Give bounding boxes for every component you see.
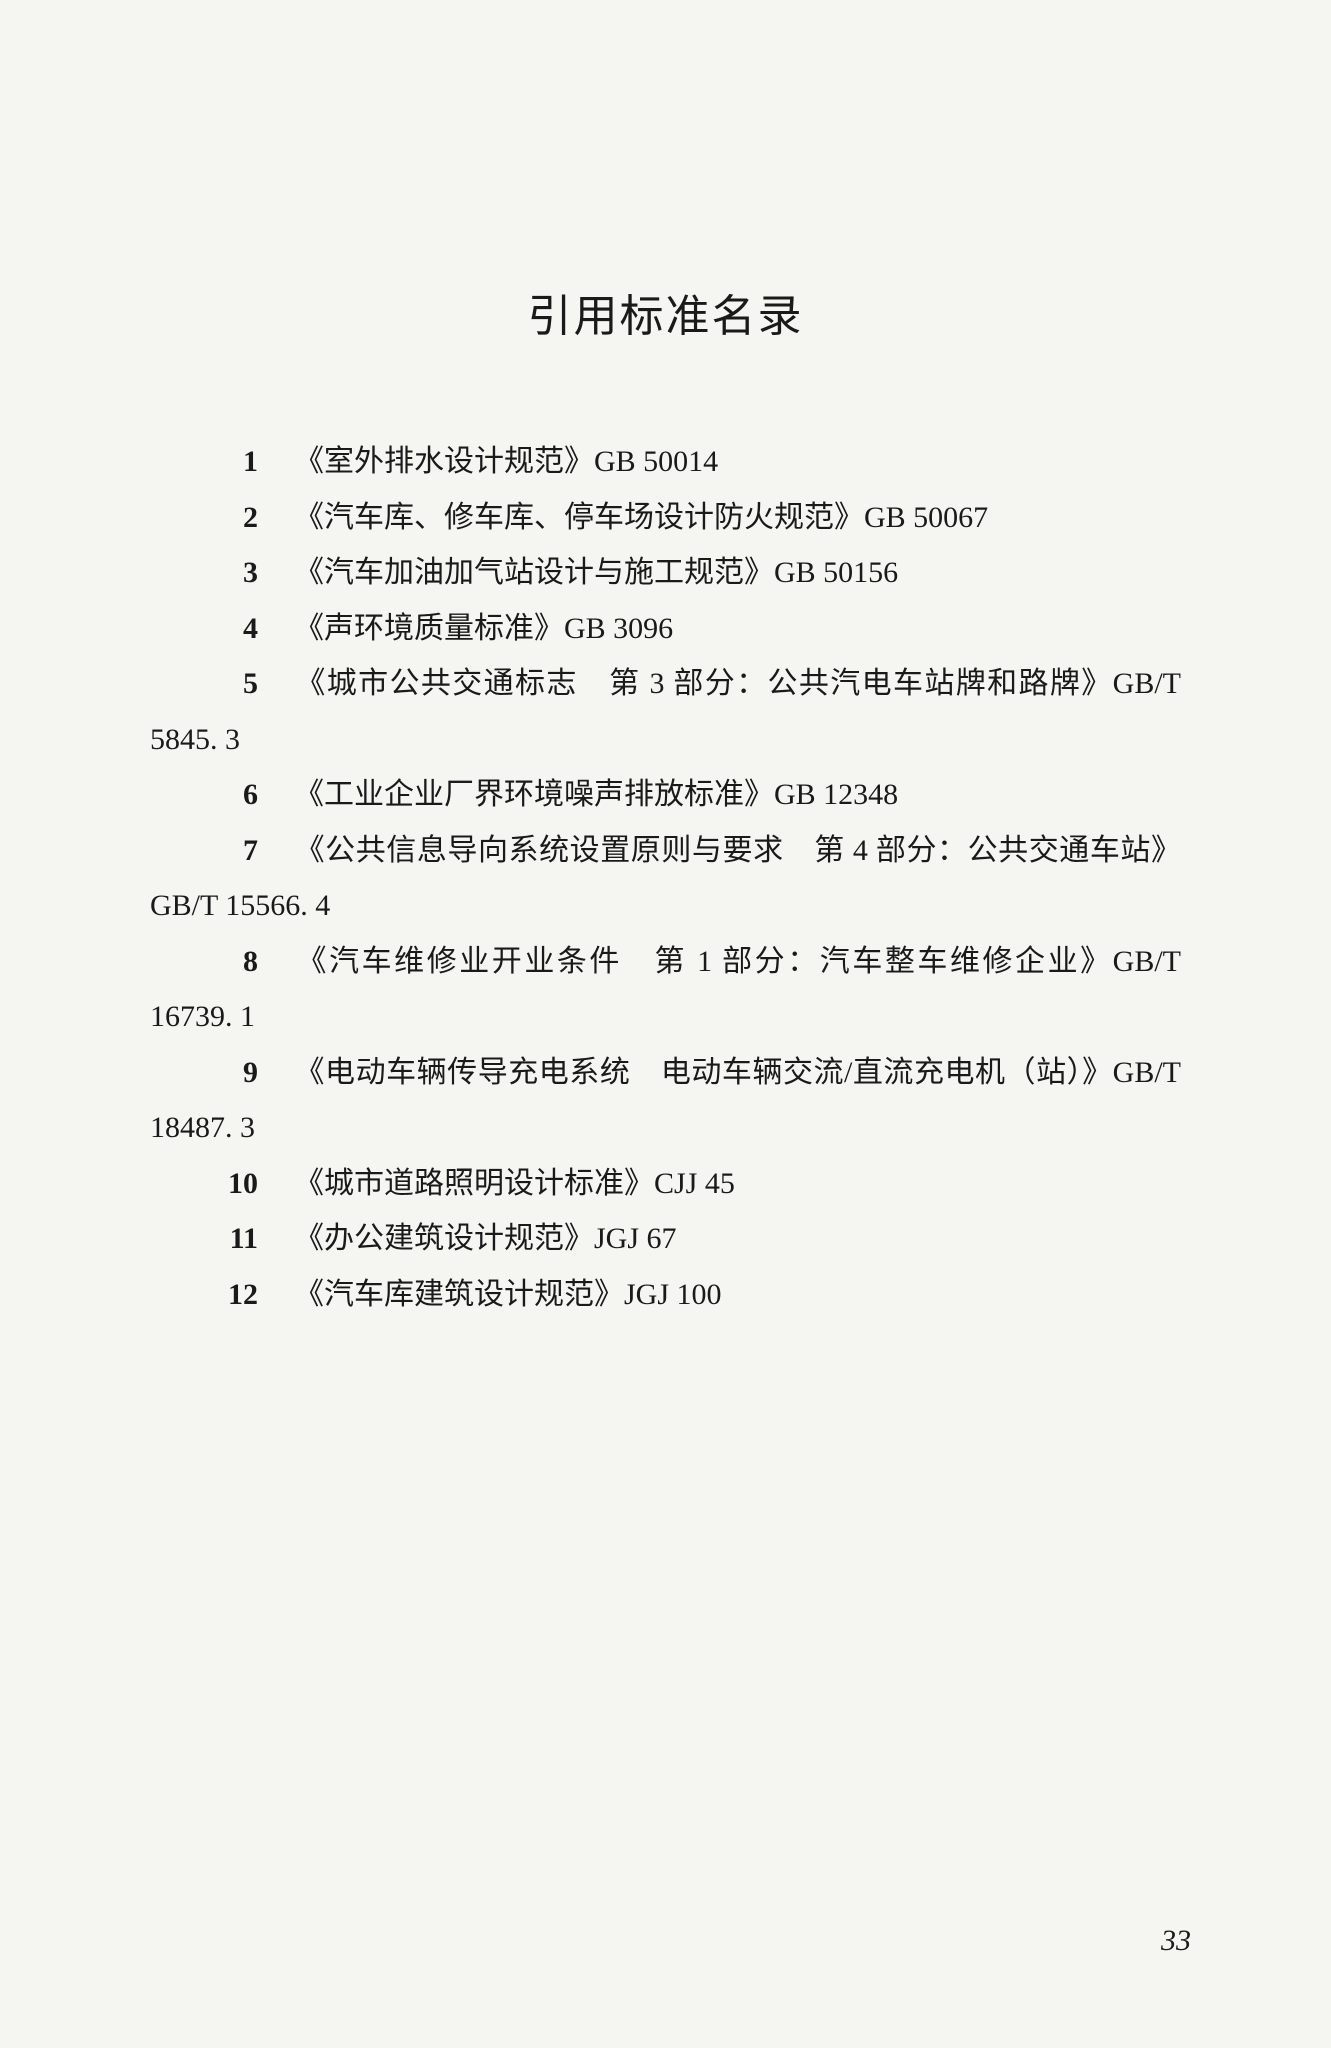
entry-text: 《汽车加油加气站设计与施工规范》GB 50156 [294, 556, 898, 589]
entry-text: 《汽车维修业开业条件 第 1 部分：汽车整车维修企业》GB/T 16739. 1 [150, 945, 1181, 1034]
entry-number: 7 [198, 823, 258, 879]
list-item: 6 《工业企业厂界环境噪声排放标准》GB 12348 [150, 767, 1181, 823]
list-item: 4 《声环境质量标准》GB 3096 [150, 601, 1181, 657]
entry-text: 《室外排水设计规范》GB 50014 [294, 445, 718, 478]
standards-list: 1 《室外排水设计规范》GB 50014 2 《汽车库、修车库、停车场设计防火规范》G… [150, 434, 1181, 1322]
entry-text: 《声环境质量标准》GB 3096 [294, 612, 673, 645]
entry-number: 11 [198, 1211, 258, 1267]
entry-text: 《工业企业厂界环境噪声排放标准》GB 12348 [294, 778, 898, 811]
list-item: 1 《室外排水设计规范》GB 50014 [150, 434, 1181, 490]
page-number: 33 [1161, 1924, 1191, 1958]
entry-number: 12 [198, 1267, 258, 1323]
list-item: 12 《汽车库建筑设计规范》JGJ 100 [150, 1267, 1181, 1323]
entry-text: 《公共信息导向系统设置原则与要求 第 4 部分：公共交通车站》GB/T 1556… [150, 834, 1181, 923]
list-item: 5《城市公共交通标志 第 3 部分：公共汽电车站牌和路牌》GB/T 5845. … [150, 656, 1181, 767]
entry-number: 2 [198, 490, 258, 546]
entry-number: 3 [198, 545, 258, 601]
entry-number: 9 [198, 1045, 258, 1101]
entry-text: 《汽车库、修车库、停车场设计防火规范》GB 50067 [294, 501, 988, 534]
list-item: 8《汽车维修业开业条件 第 1 部分：汽车整车维修企业》GB/T 16739. … [150, 934, 1181, 1045]
entry-text: 《办公建筑设计规范》JGJ 67 [294, 1222, 677, 1255]
entry-number: 8 [198, 934, 258, 990]
entry-number: 10 [198, 1156, 258, 1212]
entry-number: 1 [198, 434, 258, 490]
entry-text: 《汽车库建筑设计规范》JGJ 100 [294, 1278, 722, 1311]
list-item: 2 《汽车库、修车库、停车场设计防火规范》GB 50067 [150, 490, 1181, 546]
page-title: 引用标准名录 [150, 280, 1181, 344]
entry-text: 《城市道路照明设计标准》CJJ 45 [294, 1167, 735, 1200]
list-item: 10 《城市道路照明设计标准》CJJ 45 [150, 1156, 1181, 1212]
list-item: 3 《汽车加油加气站设计与施工规范》GB 50156 [150, 545, 1181, 601]
document-page: 引用标准名录 1 《室外排水设计规范》GB 50014 2 《汽车库、修车库、停车场设… [0, 0, 1331, 1322]
entry-text: 《城市公共交通标志 第 3 部分：公共汽电车站牌和路牌》GB/T 5845. 3 [150, 667, 1181, 756]
entry-text: 《电动车辆传导充电系统 电动车辆交流/直流充电机（站）》GB/T 18487. … [150, 1056, 1181, 1145]
entry-number: 4 [198, 601, 258, 657]
list-item: 9《电动车辆传导充电系统 电动车辆交流/直流充电机（站）》GB/T 18487.… [150, 1045, 1181, 1156]
list-item: 7《公共信息导向系统设置原则与要求 第 4 部分：公共交通车站》GB/T 155… [150, 823, 1181, 934]
list-item: 11 《办公建筑设计规范》JGJ 67 [150, 1211, 1181, 1267]
entry-number: 6 [198, 767, 258, 823]
entry-number: 5 [198, 656, 258, 712]
